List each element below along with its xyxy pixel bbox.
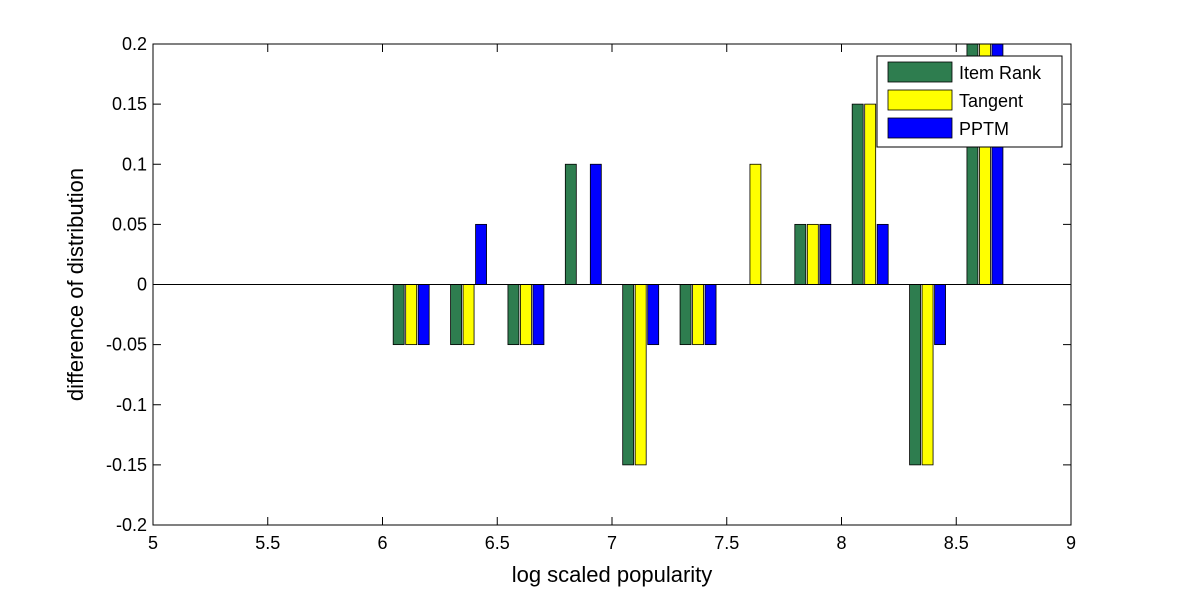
x-tick-label: 9 xyxy=(1066,533,1076,553)
bar-item-rank xyxy=(392,284,405,346)
legend-swatch xyxy=(887,61,953,83)
x-axis-label: log scaled popularity xyxy=(512,562,713,587)
legend-swatch xyxy=(887,117,953,139)
x-tick-label: 8 xyxy=(836,533,846,553)
bar-tangent xyxy=(692,284,704,346)
y-axis-label: difference of distribution xyxy=(63,168,88,401)
bar-tangent xyxy=(462,284,475,346)
y-tick-label: 0.05 xyxy=(112,214,147,234)
bar-pptm xyxy=(876,223,889,285)
legend-label: Tangent xyxy=(959,91,1023,111)
y-tick-label: 0.2 xyxy=(122,34,147,54)
legend: Item Rank Tangent PPTM xyxy=(876,55,1063,148)
bar-pptm xyxy=(934,284,946,346)
bar-tangent xyxy=(864,103,877,285)
legend-label: PPTM xyxy=(959,119,1009,139)
bar-pptm xyxy=(589,163,602,285)
x-tick-label: 6 xyxy=(377,533,387,553)
bar-item-rank xyxy=(622,284,635,466)
bar-item-rank xyxy=(564,163,577,285)
bar-item-rank xyxy=(909,284,921,466)
bar-item-rank xyxy=(679,284,692,346)
x-tick-label: 5 xyxy=(148,533,158,553)
y-tick-label: -0.1 xyxy=(116,395,147,415)
bar-pptm xyxy=(532,284,545,346)
bar-tangent xyxy=(520,284,532,346)
bar-pptm xyxy=(819,223,832,285)
bar-pptm xyxy=(647,284,660,346)
bar-tangent xyxy=(921,284,934,466)
bar-item-rank xyxy=(450,284,462,346)
y-tick-label: -0.05 xyxy=(106,335,147,355)
ticks-group: 5 5.5 6 6.5 7 7.5 8 8.5 9 -0.2 -0.15 -0.1 -0.05 0 0.05… xyxy=(106,34,1076,553)
legend-swatch xyxy=(887,89,953,111)
bar-item-rank xyxy=(851,103,864,285)
y-tick-label: 0 xyxy=(137,275,147,295)
y-tick-label: -0.15 xyxy=(106,455,147,475)
x-tick-label: 8.5 xyxy=(944,533,969,553)
y-tick-label: 0.15 xyxy=(112,94,147,114)
bar-tangent xyxy=(806,223,819,285)
x-tick-label: 7 xyxy=(607,533,617,553)
bar-tangent xyxy=(749,163,762,285)
legend-label: Item Rank xyxy=(959,63,1042,83)
bar-pptm xyxy=(475,223,487,285)
bar-item-rank xyxy=(507,284,520,346)
y-tick-label: 0.1 xyxy=(122,154,147,174)
x-tick-label: 5.5 xyxy=(255,533,280,553)
bar-tangent xyxy=(405,284,418,346)
x-tick-label: 6.5 xyxy=(485,533,510,553)
bar-tangent xyxy=(634,284,647,466)
x-tick-label: 7.5 xyxy=(714,533,739,553)
bar-pptm xyxy=(417,284,430,346)
bar-item-rank xyxy=(794,223,807,285)
y-tick-label: -0.2 xyxy=(116,515,147,535)
bar-pptm xyxy=(704,284,717,346)
